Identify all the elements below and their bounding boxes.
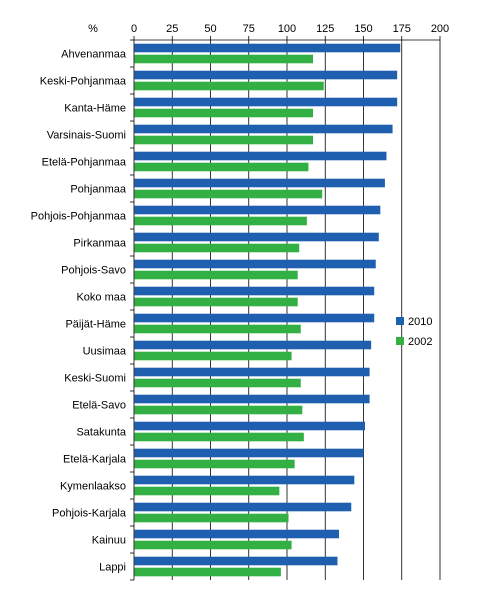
- x-tick-label: 75: [243, 23, 255, 35]
- bar-2002: [134, 297, 298, 307]
- legend-label-2002: 2002: [408, 336, 432, 348]
- bar-2010: [134, 151, 387, 161]
- axes: [130, 36, 441, 581]
- bar-2010: [134, 97, 398, 107]
- category-label: Keski-Suomi: [64, 373, 126, 385]
- x-tick-label: 0: [131, 23, 137, 35]
- bar-2010: [134, 124, 393, 134]
- category-label: Satakunta: [76, 427, 126, 439]
- x-tick-label: 50: [204, 23, 216, 35]
- axis-unit-label: %: [88, 23, 98, 35]
- bar-2010: [134, 502, 352, 512]
- bar-2010: [134, 529, 340, 539]
- category-label: Uusimaa: [83, 346, 127, 358]
- x-tick-label: 175: [393, 23, 411, 35]
- grid: [171, 40, 441, 580]
- bar-2010: [134, 43, 401, 53]
- bars: [134, 43, 401, 577]
- bar-2010: [134, 367, 370, 377]
- bar-2010: [134, 421, 366, 431]
- category-label: Keski-Pohjanmaa: [40, 76, 127, 88]
- category-labels: Ahvenanmaa Keski-Pohjanmaa Kanta-Häme Varsi…: [31, 49, 127, 574]
- bar-2002: [134, 189, 323, 199]
- bar-2002: [134, 405, 303, 415]
- x-tick-label: 25: [166, 23, 178, 35]
- bar-2002: [134, 216, 307, 226]
- category-label: Pohjanmaa: [70, 184, 127, 196]
- bar-2002: [134, 567, 281, 577]
- bar-2010: [134, 178, 385, 188]
- category-label: Etelä-Savo: [72, 400, 126, 412]
- category-label: Pohjois-Pohjanmaa: [31, 211, 127, 223]
- category-label: Pirkanmaa: [73, 238, 126, 250]
- bar-2010: [134, 448, 364, 458]
- bar-2002: [134, 324, 301, 334]
- category-label: Koko maa: [76, 292, 126, 304]
- x-tick-label: 125: [316, 23, 334, 35]
- bar-2002: [134, 81, 324, 91]
- category-label: Päijät-Häme: [65, 319, 126, 331]
- bar-2002: [134, 459, 295, 469]
- bar-2010: [134, 340, 372, 350]
- bar-2010: [134, 556, 338, 566]
- category-label: Pohjois-Karjala: [52, 508, 127, 520]
- bar-2002: [134, 432, 304, 442]
- bar-2002: [134, 162, 309, 172]
- bar-2002: [134, 270, 298, 280]
- category-label: Kymenlaakso: [60, 481, 126, 493]
- bar-2002: [134, 54, 314, 64]
- category-label: Kainuu: [92, 535, 126, 547]
- x-tick-label: 100: [278, 23, 296, 35]
- legend-label-2010: 2010: [408, 316, 432, 328]
- bar-2010: [134, 286, 375, 296]
- category-label: Lappi: [99, 562, 126, 574]
- bar-2002: [134, 135, 314, 145]
- legend-swatch-2002: [396, 337, 404, 345]
- category-label: Varsinais-Suomi: [47, 130, 126, 142]
- bar-2010: [134, 394, 370, 404]
- tick-labels: 0 25 50 75 100 125 150 175 200: [131, 23, 449, 35]
- bar-2002: [134, 378, 301, 388]
- bar-2002: [134, 486, 280, 496]
- category-label: Etelä-Pohjanmaa: [42, 157, 127, 169]
- category-label: Kanta-Häme: [64, 103, 126, 115]
- bar-2010: [134, 232, 379, 242]
- bar-2002: [134, 108, 314, 118]
- bar-2010: [134, 313, 375, 323]
- x-tick-label: 150: [354, 23, 372, 35]
- category-label: Etelä-Karjala: [63, 454, 127, 466]
- bar-2010: [134, 475, 355, 485]
- legend-swatch-2010: [396, 317, 404, 325]
- x-tick-label: 200: [431, 23, 449, 35]
- category-label: Pohjois-Savo: [61, 265, 126, 277]
- legend: 2010 2002: [396, 316, 432, 348]
- bar-2002: [134, 513, 289, 523]
- bar-2002: [134, 351, 292, 361]
- bar-2010: [134, 70, 398, 80]
- bar-2002: [134, 243, 300, 253]
- bar-2010: [134, 259, 376, 269]
- bar-2010: [134, 205, 381, 215]
- bar-2002: [134, 540, 292, 550]
- category-label: Ahvenanmaa: [61, 49, 127, 61]
